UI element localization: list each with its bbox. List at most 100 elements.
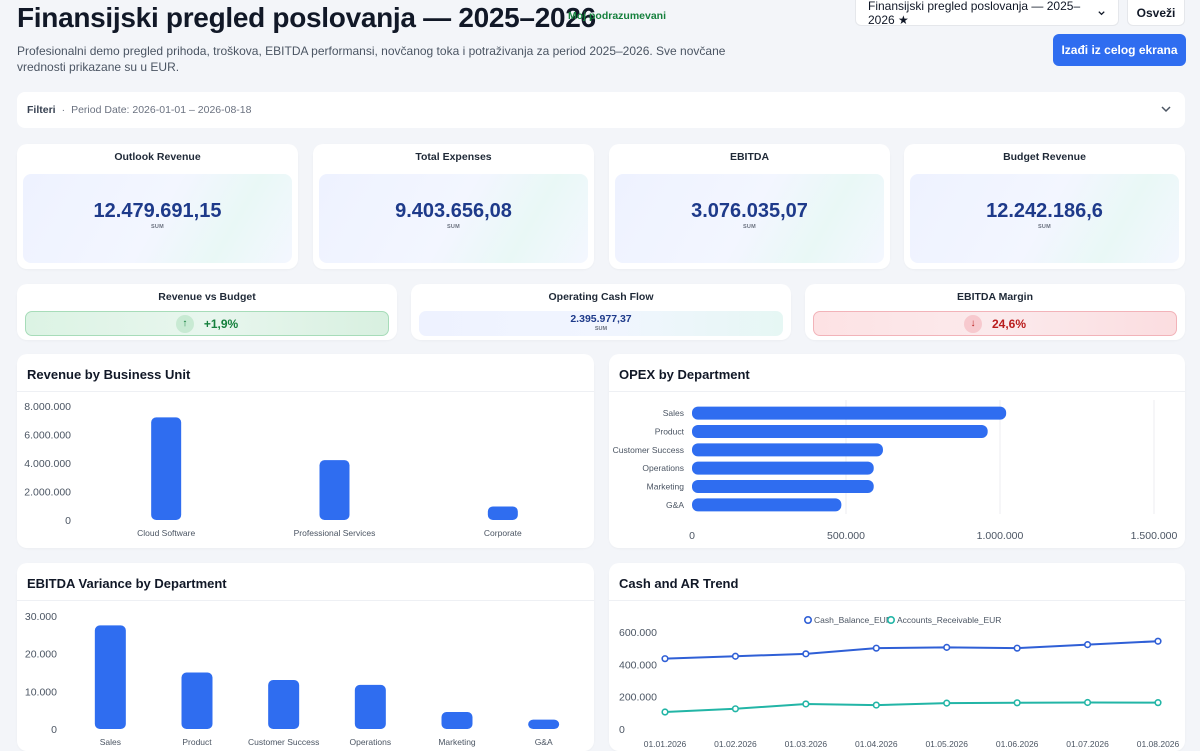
data-point [872,644,880,652]
data-point [1154,699,1162,707]
kpi-card-operating-cash-flow: Operating Cash Flow 2.395.977,37 SUM [411,284,791,340]
kpi-title: Budget Revenue [1003,151,1086,163]
data-point [661,655,669,663]
data-point [731,652,740,660]
x-tick-label: 01.01.2026 [644,739,687,749]
x-tick-label: Product [182,737,212,747]
data-point [872,701,880,709]
y-tick-label: 30.000 [25,611,57,623]
data-point [943,643,951,651]
chart-card-cash-ar: Cash and AR Trend 0 200.000 400.000 600.000… [609,563,1185,751]
y-tick-label: 20.000 [25,649,57,661]
kpi-title: Revenue vs Budget [158,291,256,303]
kpi-title: Operating Cash Flow [548,291,654,303]
cash-ar-trend-chart: 0 200.000 400.000 600.000 01.01.2026 01.02.20… [619,615,1180,749]
y-tick-label: 2.000.000 [24,487,71,499]
x-tick-label: 01.07.2026 [1066,739,1109,749]
filters-label: Filteri [27,104,56,116]
kpi-value: +1,9% [203,316,239,331]
data-point [1013,699,1021,707]
dashboard-select-value: Finansijski pregled poslovanja — 2025–20… [868,0,1081,27]
x-tick-label: 01.02.2026 [714,739,757,749]
ebitda-variance-chart: 0 10.000 20.000 30.000 Sales Product Customer … [25,611,560,747]
chart-card-ebitda-variance: EBITDA Variance by Department 0 10.000 20.… [17,563,594,751]
kpi-value: 24,6% [991,316,1027,331]
legend-label: Cash_Balance_EUR [814,615,892,625]
x-tick-label: G&A [535,737,553,747]
kpi-card-ebitda-margin: EBITDA Margin ↓ 24,6% [805,284,1185,340]
kpi-value: 12.242.186,6 [986,200,1103,222]
y-tick-label: Customer Success [613,445,684,455]
y-tick-label: 4.000.000 [24,458,71,470]
page-subtitle: Profesionalni demo pregled prihoda, troš… [17,44,726,74]
x-tick-label: 01.05.2026 [925,739,968,749]
bar [354,684,386,729]
bar [151,417,182,520]
exit-fullscreen-button[interactable]: Izađi iz celog ekrana [1053,34,1186,66]
page-title: Finansijski pregled poslovanja — 2025–20… [17,2,596,33]
kpi-agg: SUM [1037,224,1052,230]
legend-label: Accounts_Receivable_EUR [897,615,1001,625]
series-line [664,701,1159,714]
kpi-card-outlook-revenue: Outlook Revenue 12.479.691,15 SUM [17,144,298,269]
y-tick-label: 8.000.000 [24,401,71,413]
x-tick-label: Corporate [484,528,522,538]
bar [94,625,126,729]
kpi-title: EBITDA Margin [956,291,1034,303]
kpi-title: Outlook Revenue [114,151,201,163]
chart-title: Revenue by Business Unit [27,367,191,382]
kpi-agg: SUM [150,224,165,230]
kpi-value: 2.395.977,37 [570,313,632,325]
chart-card-revenue-bu: Revenue by Business Unit 0 2.000.000 4.000… [17,354,594,548]
opex-by-department-chart: 0 500.000 1.000.000 1.500.000 Sales Product Cu… [613,400,1178,542]
x-tick-label: Marketing [438,737,476,747]
chart-title: EBITDA Variance by Department [27,576,227,591]
kpi-card-revenue-vs-budget: Revenue vs Budget ↑ +1,9% [17,284,397,340]
data-point [661,708,669,716]
bar [692,480,874,493]
legend-marker [886,615,895,624]
bar [487,506,518,520]
y-tick-label: G&A [666,500,684,510]
kpi-agg: SUM [446,224,461,230]
dashboard-select[interactable]: Finansijski pregled poslovanja — 2025–20… [855,0,1119,27]
positive-delta-pill: ↑ +1,9% [25,311,389,336]
data-point [731,705,740,713]
bar [692,406,1007,420]
y-tick-label: 6.000.000 [24,430,71,442]
bar [319,460,350,520]
x-tick-label: 01.04.2026 [855,739,898,749]
x-tick-label: 1.500.000 [1131,530,1178,542]
x-tick-label: 500.000 [827,530,865,542]
data-point [802,650,810,658]
period-filter: Period Date: 2026-01-01 – 2026-08-18 [71,104,252,116]
kpi-value: 12.479.691,15 [93,200,222,222]
x-tick-label: 0 [689,530,695,542]
y-tick-label: 0 [51,724,57,736]
y-tick-label: 200.000 [619,692,657,704]
filter-bar[interactable]: Filteri · Period Date: 2026-01-01 – 2026… [17,92,1185,128]
y-tick-label: Marketing [647,482,685,492]
arrow-down-icon: ↓ [963,314,982,333]
y-tick-label: 0 [65,515,71,527]
chart-title: Cash and AR Trend [619,576,739,591]
kpi-card-ebitda: EBITDA 3.076.035,07 SUM [609,144,890,269]
y-tick-label: Sales [663,408,684,418]
data-point [1013,644,1021,652]
y-tick-label: 400.000 [619,659,657,671]
kpi-agg: SUM [742,224,757,230]
data-point [1083,641,1092,649]
x-tick-label: Operations [350,737,392,747]
refresh-button[interactable]: Osveži [1127,0,1185,26]
x-tick-label: Cloud Software [137,528,195,538]
arrow-up-icon: ↑ [175,314,194,333]
chevron-down-icon[interactable] [1159,102,1173,116]
y-tick-label: 0 [619,724,625,736]
x-tick-label: 1.000.000 [977,530,1024,542]
kpi-title: EBITDA [729,151,770,163]
x-tick-label: Professional Services [294,528,376,538]
chart-title: OPEX by Department [619,367,750,382]
y-tick-label: Operations [642,463,684,473]
kpi-value: 9.403.656,08 [395,200,512,222]
kpi-agg: SUM [594,326,608,332]
